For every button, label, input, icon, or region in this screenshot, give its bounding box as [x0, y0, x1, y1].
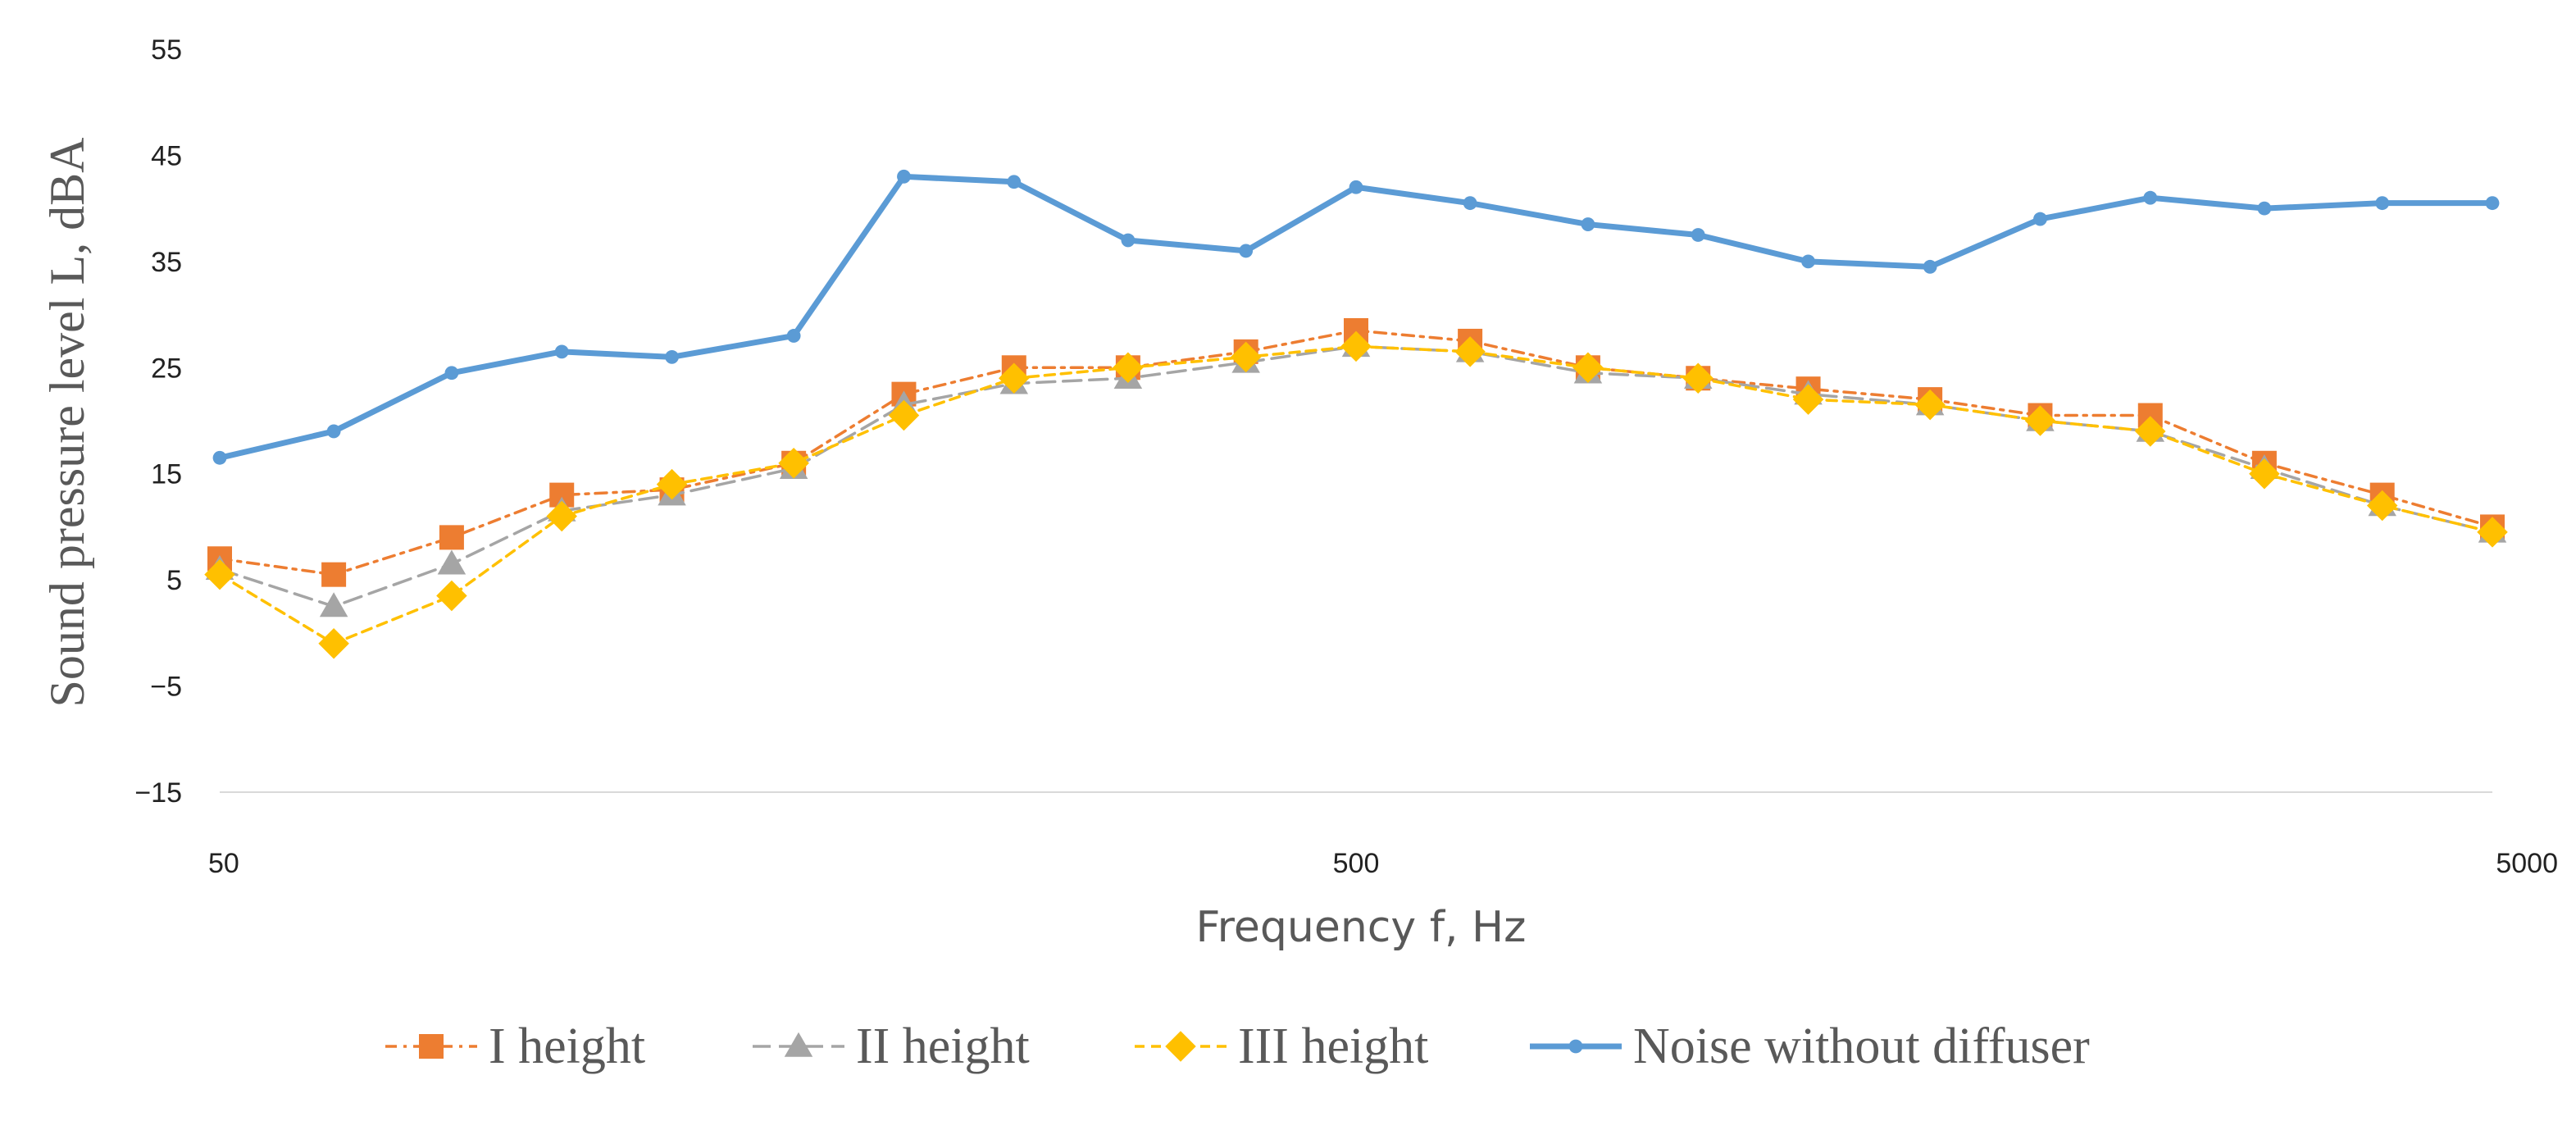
series-noise-without-diffuser: [212, 169, 2500, 465]
data-point: [897, 169, 911, 184]
data-point: [1682, 362, 1714, 394]
legend-label: I height: [489, 1018, 645, 1074]
x-tick-label: 50: [208, 848, 239, 879]
legend-item: I height: [385, 1018, 645, 1074]
data-point: [1113, 352, 1144, 384]
data-point: [1230, 341, 1262, 373]
y-tick-label: 45: [151, 140, 182, 171]
legend: I height II height III height Noise without…: [385, 1018, 2090, 1074]
data-point: [319, 592, 348, 617]
legend-item: III height: [1135, 1018, 1428, 1074]
data-point: [1691, 228, 1705, 242]
data-point: [1463, 196, 1477, 211]
legend-label: III height: [1238, 1018, 1428, 1074]
data-point: [318, 628, 349, 659]
data-point: [1239, 244, 1254, 258]
legend-label: Noise without diffuser: [1633, 1018, 2090, 1074]
data-point: [1340, 330, 1372, 362]
legend-item: II height: [753, 1018, 1030, 1074]
y-tick-label: 5: [166, 565, 182, 596]
data-point: [439, 525, 464, 550]
data-point: [2257, 201, 2272, 216]
x-axis-title: Frequency f, Hz: [1196, 903, 1527, 952]
data-point: [321, 562, 347, 587]
data-point: [204, 558, 235, 590]
data-point: [546, 500, 577, 532]
x-tick-label: 5000: [2496, 848, 2558, 879]
data-point: [888, 399, 920, 431]
data-point: [2375, 196, 2390, 211]
y-axis-title: Sound pressure level L, dBA: [40, 138, 94, 708]
series-iii-height: [204, 330, 2508, 659]
data-point: [212, 450, 227, 465]
series-ii-height: [205, 332, 2507, 617]
plot-area: [204, 169, 2508, 659]
data-point: [1914, 389, 1946, 421]
data-point: [656, 468, 688, 500]
data-point: [437, 549, 467, 575]
x-tick-label: 500: [1333, 848, 1380, 879]
data-point: [778, 448, 809, 479]
legend-label: II height: [856, 1018, 1030, 1074]
data-point: [1121, 233, 1136, 248]
data-point: [444, 366, 459, 381]
data-point: [1792, 384, 1824, 415]
data-point: [2033, 212, 2047, 226]
data-point: [1923, 259, 1937, 274]
data-point: [1572, 352, 1604, 384]
legend-swatch-marker: [1165, 1031, 1196, 1062]
series-line: [218, 329, 2494, 576]
data-point: [1801, 254, 1815, 269]
data-point: [2135, 416, 2166, 447]
data-point: [786, 329, 801, 343]
y-tick-label: 35: [151, 247, 182, 278]
data-point: [2485, 196, 2500, 211]
y-tick-label: −5: [150, 672, 182, 703]
data-point: [2024, 405, 2056, 436]
data-point: [436, 580, 467, 612]
y-tick-label: 15: [151, 459, 182, 490]
legend-swatch-marker: [784, 1032, 813, 1057]
x-axis-ticks: 50 500 5000: [208, 848, 2558, 879]
data-point: [1349, 180, 1363, 194]
data-point: [1007, 175, 1022, 189]
data-point: [999, 362, 1030, 394]
y-tick-label: −15: [134, 777, 182, 809]
data-point: [665, 349, 679, 364]
series-line: [218, 344, 2494, 608]
data-point: [1581, 217, 1595, 231]
data-point: [2143, 190, 2158, 205]
data-point: [554, 344, 569, 359]
data-point: [2366, 490, 2398, 522]
legend-item: Noise without diffuser: [1530, 1018, 2090, 1074]
data-point: [1454, 336, 1486, 367]
y-tick-label: 55: [151, 34, 182, 66]
y-tick-label: 25: [151, 353, 182, 384]
legend-swatch-marker: [419, 1034, 444, 1059]
legend-swatch-marker: [1568, 1039, 1583, 1054]
data-point: [2477, 517, 2508, 548]
data-point: [326, 424, 341, 439]
data-point: [2249, 458, 2280, 490]
y-axis-ticks: 55 45 35 25 15 5 −5 −15: [134, 34, 182, 809]
